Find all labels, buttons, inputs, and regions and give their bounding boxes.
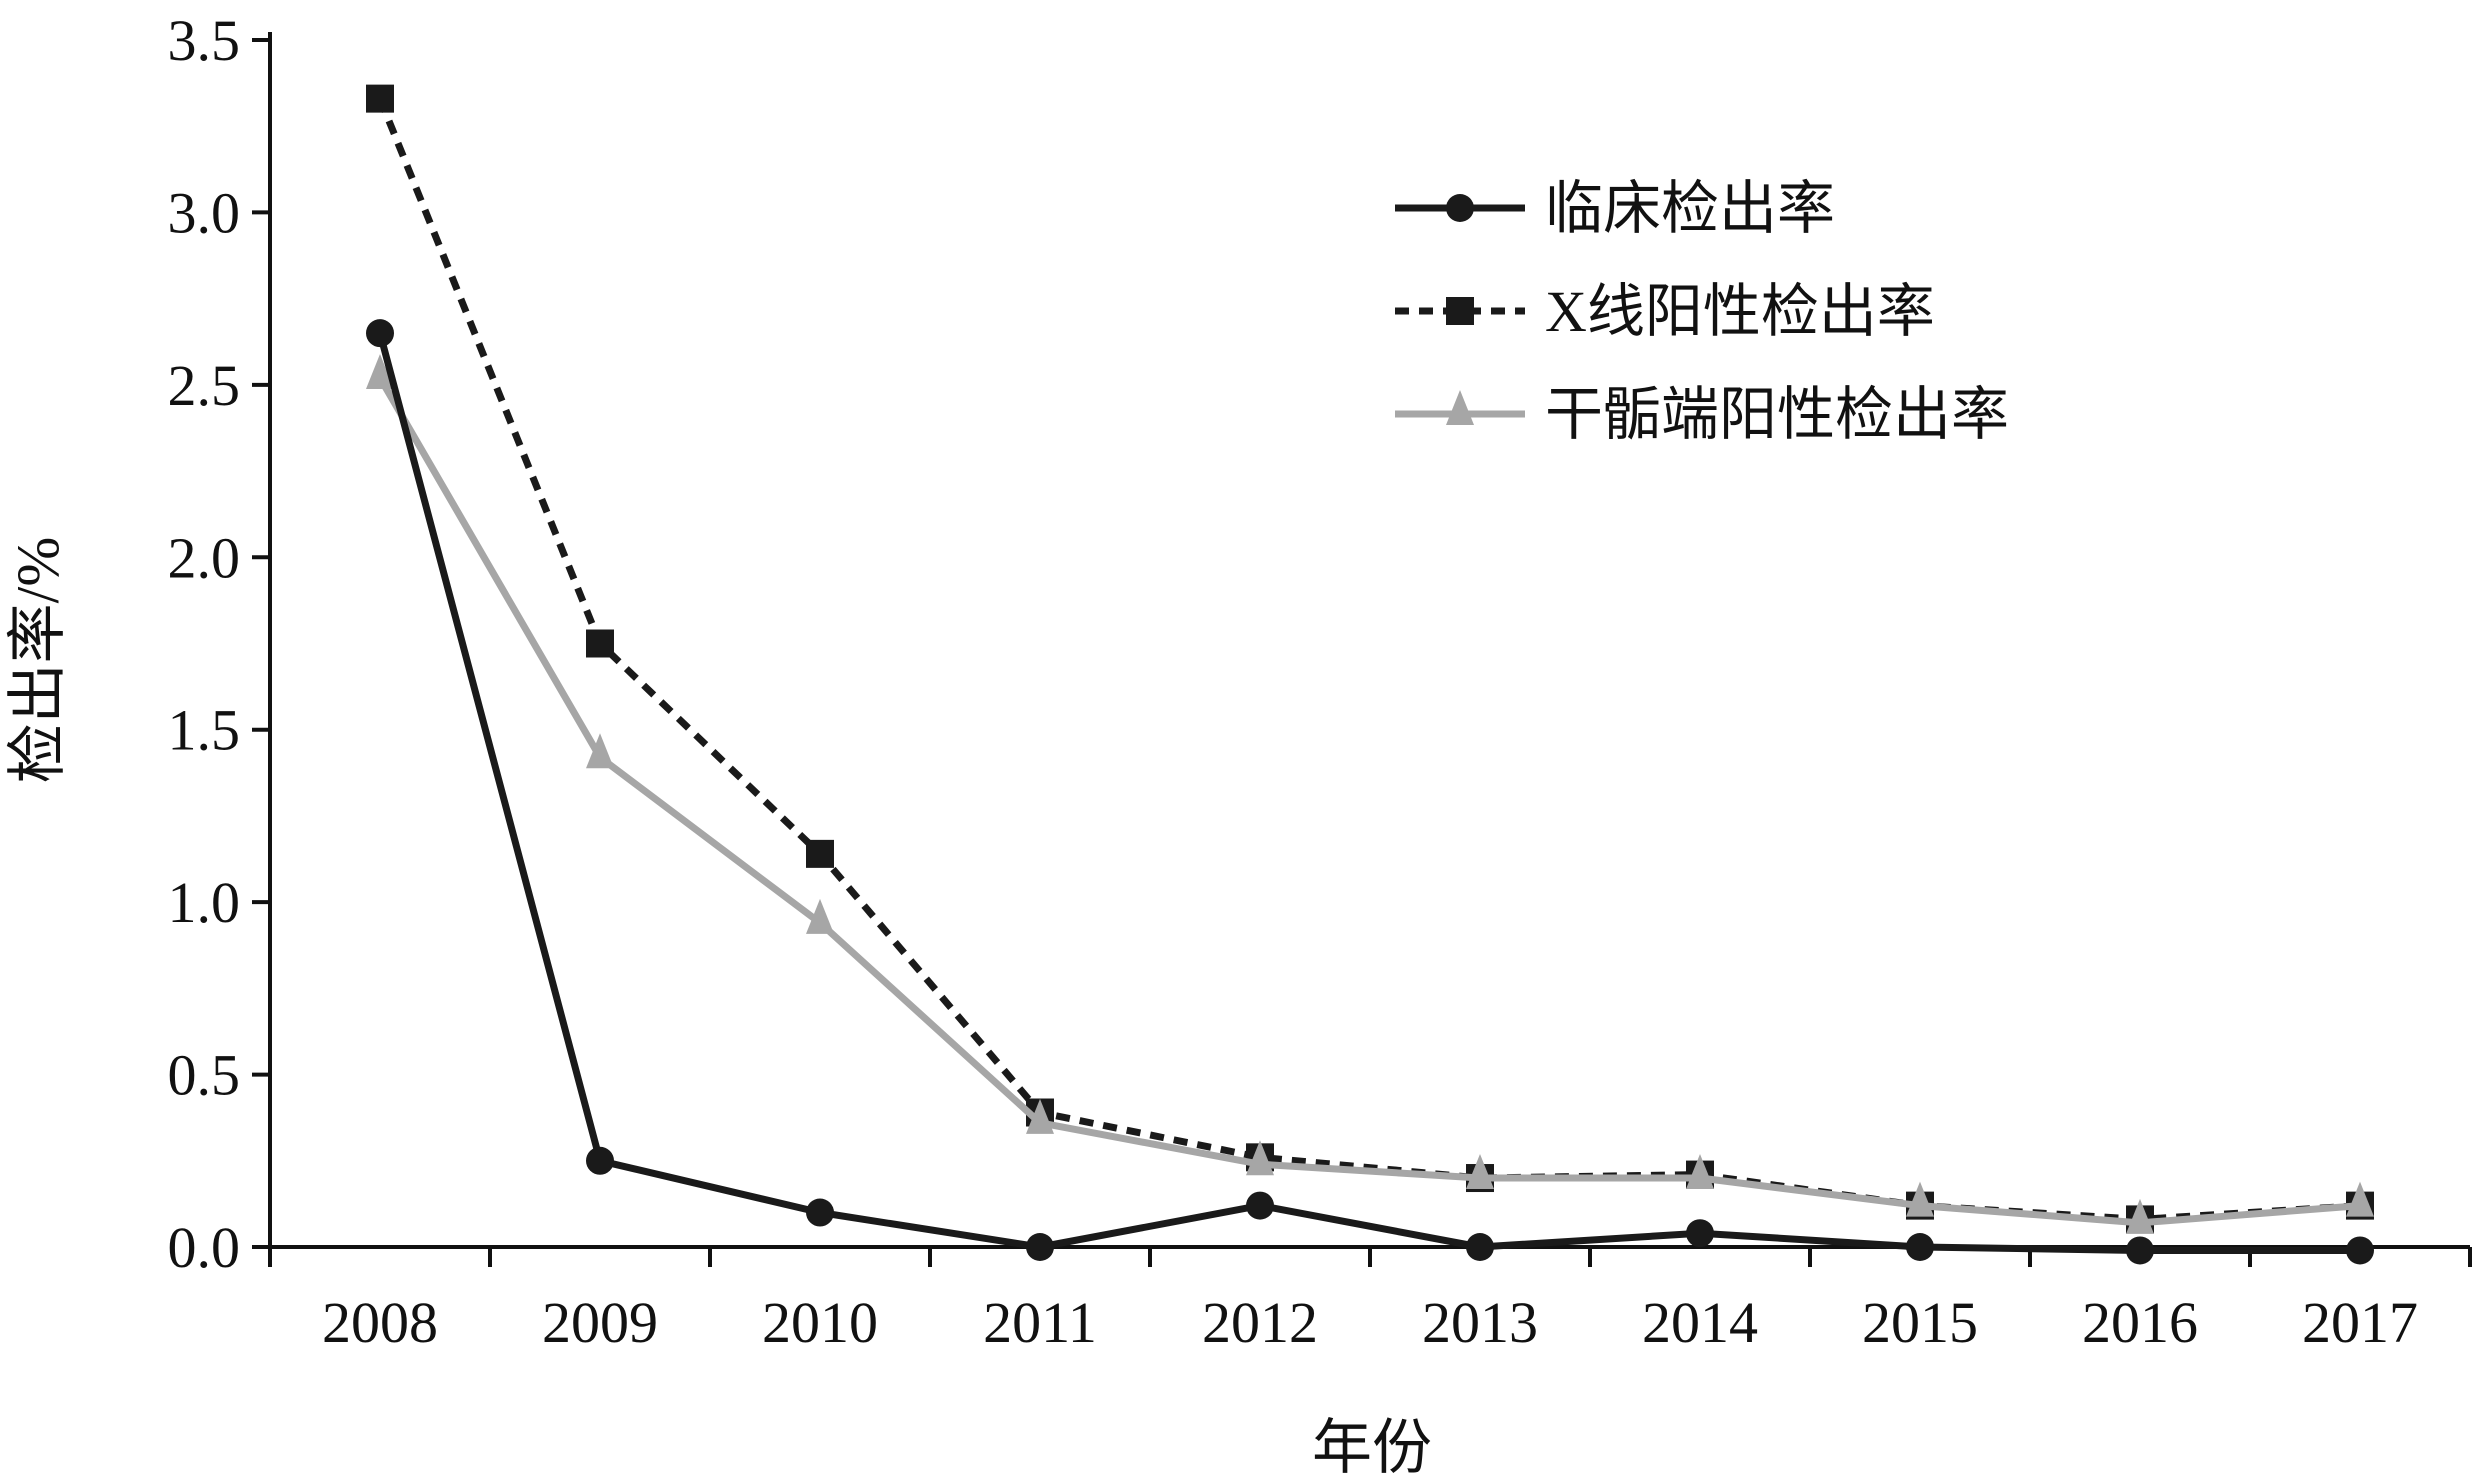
x-tick-label: 2012 (1202, 1290, 1318, 1355)
x-axis-title: 年份 (1312, 1415, 1432, 1475)
series-3 (366, 353, 2374, 1234)
data-point (1466, 1154, 1494, 1190)
x-tick-label: 2015 (1862, 1290, 1978, 1355)
legend-swatch-marker (1446, 194, 1474, 222)
x-tick-label: 2011 (983, 1290, 1097, 1355)
data-point (1026, 1233, 1054, 1261)
x-tick-label: 2016 (2082, 1290, 2198, 1355)
data-point (2346, 1181, 2374, 1217)
data-point (366, 353, 394, 389)
legend-item: 干骺端阳性检出率 (1395, 382, 2009, 447)
y-tick-label: 1.5 (168, 698, 241, 763)
data-point (806, 839, 834, 868)
data-point (2346, 1236, 2374, 1265)
y-tick-label: 2.0 (168, 525, 241, 590)
legend-item: 临床检出率 (1395, 176, 1835, 241)
y-tick-label: 3.5 (168, 8, 241, 73)
legend-label: X线阳性检出率 (1545, 279, 1935, 344)
data-point (1246, 1191, 1274, 1220)
data-point (366, 319, 394, 348)
x-tick-label: 2009 (542, 1290, 658, 1355)
data-point (1026, 1098, 1054, 1134)
axes-layer: 0.0 0.5 1.0 1.5 2.0 2.5 3.0 3.5 2008 2009 2010 2011… (168, 8, 2472, 1355)
data-point (1466, 1233, 1494, 1261)
x-tick-label: 2008 (322, 1290, 438, 1355)
legend-label: 干骺端阳性检出率 (1545, 382, 2009, 447)
series-line (376, 332, 2360, 1254)
data-point (1686, 1219, 1714, 1248)
x-tick-label: 2013 (1422, 1290, 1538, 1355)
series-layer (366, 84, 2374, 1265)
data-point (1906, 1233, 1934, 1261)
legend-swatch-marker (1446, 390, 1474, 425)
y-tick-label: 1.0 (168, 870, 241, 935)
x-tick-label: 2010 (762, 1290, 878, 1355)
x-tick-label: 2017 (2302, 1290, 2418, 1355)
data-point (2126, 1198, 2154, 1234)
series-line (376, 376, 2361, 1227)
y-axis-title: 检出率/% (5, 537, 71, 784)
data-point (1906, 1181, 1934, 1217)
series-line (376, 97, 2361, 1223)
x-tick-label: 2014 (1642, 1290, 1758, 1355)
series-1 (366, 319, 2374, 1265)
data-point (586, 629, 614, 658)
y-tick-label: 3.0 (168, 180, 241, 245)
data-point (586, 733, 614, 769)
data-point (806, 898, 834, 934)
legend-swatch-marker (1446, 297, 1474, 325)
y-tick-label: 2.5 (168, 353, 241, 418)
series-2 (366, 84, 2374, 1234)
y-tick-label: 0.0 (168, 1215, 241, 1280)
legend-item: X线阳性检出率 (1395, 279, 1935, 344)
data-point (1686, 1154, 1714, 1190)
legend-label: 临床检出率 (1545, 176, 1835, 241)
data-point (806, 1198, 834, 1227)
data-point (2126, 1236, 2154, 1265)
y-tick-label: 0.5 (168, 1043, 241, 1108)
data-point (586, 1146, 614, 1175)
data-point (1246, 1140, 1274, 1176)
data-point (366, 84, 394, 113)
